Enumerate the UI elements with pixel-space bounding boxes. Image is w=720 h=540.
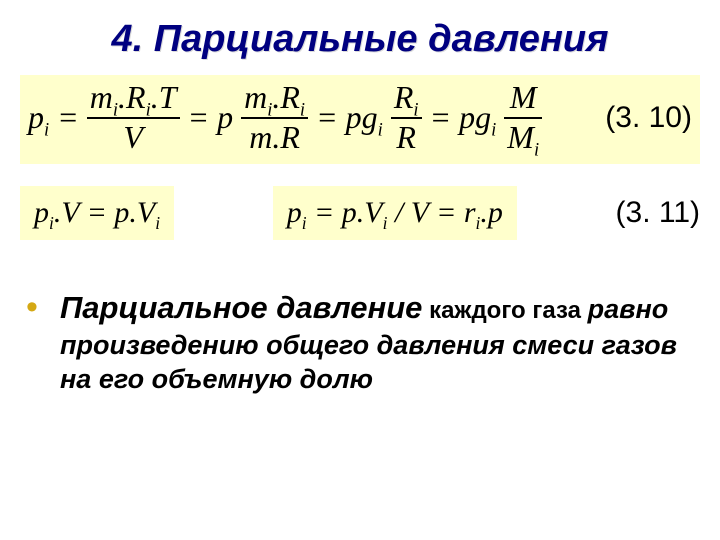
eq1-frac2: mi.Ri m.R [241,81,308,154]
equation-2a: pi.V = p.Vi [20,186,174,240]
equation-2b: pi = p.Vi / V = ri.p [273,186,517,240]
slide: 4. Парциальные давления pi = mi.Ri.T V =… [0,0,720,540]
equation-ref-2: (3. 11) [616,196,700,230]
eq1-c: = pgi [430,99,497,136]
bullet-icon: • [26,288,38,327]
eq1-a: = p [188,99,234,136]
eq1-frac1: mi.Ri.T V [87,81,180,154]
equation-1: pi = mi.Ri.T V = p mi.Ri m.R = pgi Ri R … [28,81,544,154]
slide-title: 4. Парциальные давления [0,0,720,61]
eq1-b: = pgi [316,99,383,136]
eq1-frac4: M Mi [504,81,542,154]
equation-row-2: pi.V = p.Vi pi = p.Vi / V = ri.p (3. 11) [20,186,700,240]
equation-block-1: pi = mi.Ri.T V = p mi.Ri m.R = pgi Ri R … [20,75,700,164]
body-text: Парциальное давление каждого газа равно … [60,288,680,397]
term-partial-pressure: Парциальное давление [60,290,422,325]
equation-ref-1: (3. 10) [605,101,692,135]
eq1-frac3: Ri R [391,81,422,154]
body-small1: каждого газа [422,297,587,324]
eq1-lhs: pi = [28,99,79,136]
bullet-block: • Парциальное давление каждого газа равн… [60,288,680,397]
